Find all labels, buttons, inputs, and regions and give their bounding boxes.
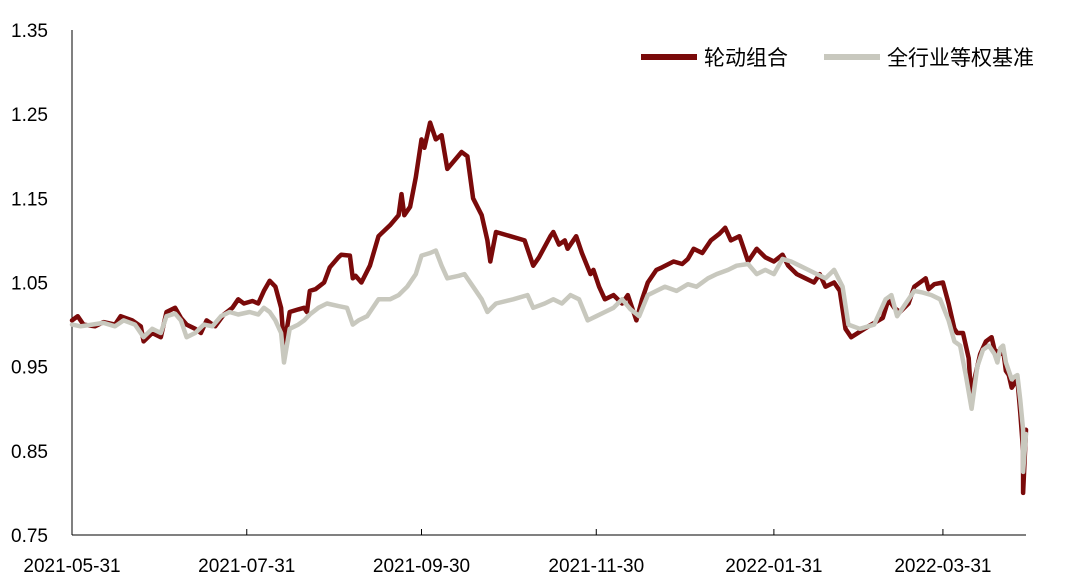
y-axis-tick-labels: 1.35 1.25 1.15 1.05 0.95 0.85 0.75 bbox=[11, 21, 48, 547]
y-tick-label: 1.35 bbox=[11, 21, 48, 42]
x-tick-label: 2022-01-31 bbox=[725, 556, 822, 577]
legend-item-1: 全行业等权基准 bbox=[824, 46, 1034, 70]
series-line-1 bbox=[69, 248, 1029, 475]
x-tick-label: 2021-05-31 bbox=[23, 556, 120, 577]
x-axis-tick-labels: 2021-05-31 2021-07-31 2021-09-30 2021-11-30… bbox=[23, 556, 991, 577]
legend-label-0: 轮动组合 bbox=[704, 46, 788, 70]
x-axis-tick-marks bbox=[71, 529, 944, 535]
y-tick-label: 0.75 bbox=[11, 526, 48, 547]
x-tick-label: 2021-09-30 bbox=[373, 556, 470, 577]
y-tick-label: 1.15 bbox=[11, 189, 48, 210]
series-layer bbox=[69, 120, 1029, 496]
x-tick-label: 2021-07-31 bbox=[198, 556, 295, 577]
legend-label-1: 全行业等权基准 bbox=[887, 46, 1034, 70]
series-line-0 bbox=[69, 120, 1029, 496]
x-tick-label: 2022-03-31 bbox=[894, 556, 991, 577]
legend-item-0: 轮动组合 bbox=[641, 46, 788, 70]
y-tick-label: 1.05 bbox=[11, 274, 48, 295]
legend: 轮动组合 全行业等权基准 bbox=[641, 46, 1034, 70]
y-tick-label: 1.25 bbox=[11, 105, 48, 126]
y-tick-label: 0.85 bbox=[11, 442, 48, 463]
y-tick-label: 0.95 bbox=[11, 358, 48, 379]
x-tick-label: 2021-11-30 bbox=[548, 556, 644, 577]
